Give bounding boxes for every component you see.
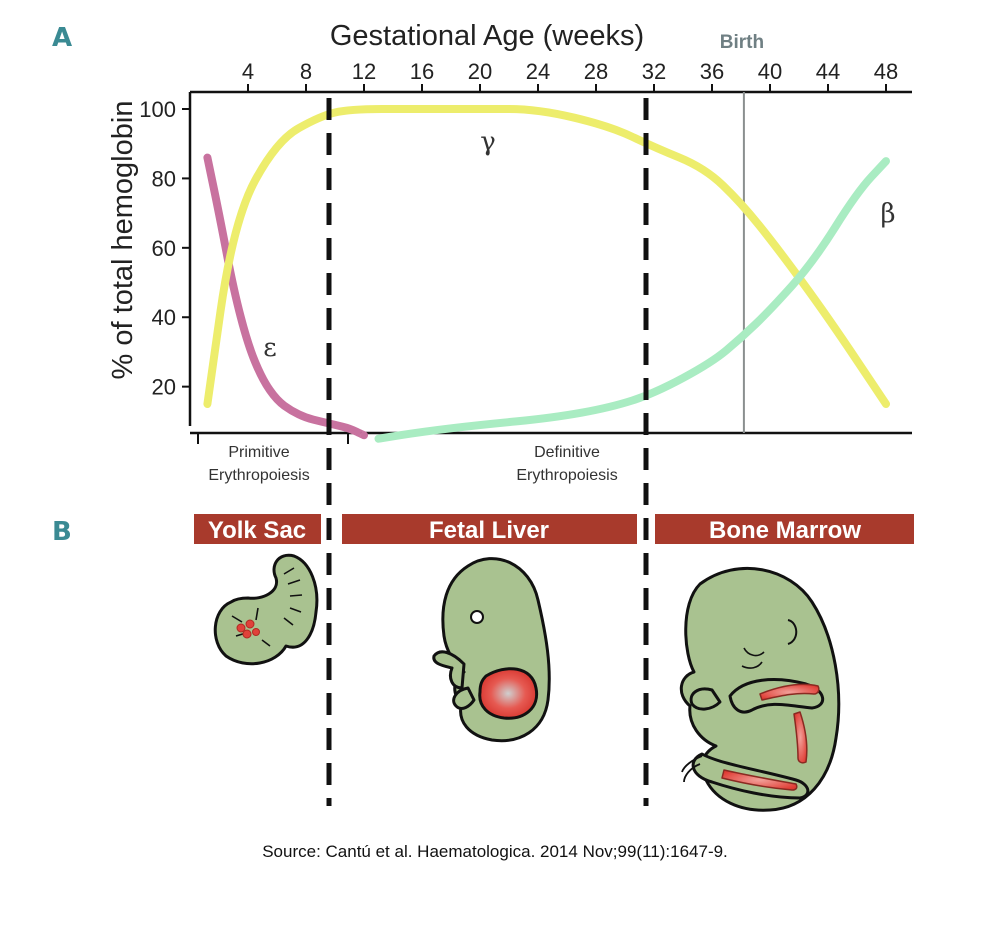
y-axis-title: % of total hemoglobin: [107, 101, 139, 380]
panel-b-letter: B: [52, 517, 72, 547]
series-label-gamma: γ: [480, 127, 496, 157]
x-tick-label: 40: [758, 59, 782, 84]
y-tick-label: 100: [139, 97, 176, 122]
bone-marrow-embryo-illustration: [679, 567, 841, 812]
source-citation: Source: Cantú et al. Haematologica. 2014…: [262, 842, 728, 861]
y-tick-label: 60: [152, 236, 176, 261]
x-tick-label: 32: [642, 59, 666, 84]
site-label-yolk-sac: Yolk Sac: [208, 517, 306, 544]
x-tick-label: 28: [584, 59, 608, 84]
x-tick-label: 20: [468, 59, 492, 84]
site-banner-bone-marrow: Bone Marrow: [655, 514, 914, 544]
series-layer: [203, 104, 890, 443]
panel-a-letter: A: [52, 23, 72, 53]
yolk-sac-embryo-illustration: [213, 553, 319, 666]
site-banner-fetal-liver: Fetal Liver: [342, 514, 637, 544]
x-tick-label: 48: [874, 59, 898, 84]
birth-marker: Birth: [720, 32, 764, 433]
primitive-label-line1: Primitive: [228, 444, 289, 461]
x-tick-label: 16: [410, 59, 434, 84]
site-banner-yolk-sac: Yolk Sac: [194, 514, 321, 544]
x-tick-label: 44: [816, 59, 840, 84]
x-ticks: 4 8 12 16 20 24 28 32 36 40 44 48: [242, 59, 898, 92]
fetal-liver-embryo-illustration: [432, 557, 551, 743]
y-tick-label: 80: [152, 166, 176, 191]
definitive-bracket: Definitive Erythropoiesis: [347, 434, 618, 484]
series-label-epsilon: ε: [263, 333, 276, 363]
primitive-bracket: Primitive Erythropoiesis: [197, 434, 310, 484]
y-ticks: 20 40 60 80 100: [139, 97, 190, 400]
x-tick-label: 36: [700, 59, 724, 84]
y-tick-label: 20: [152, 375, 176, 400]
definitive-label-line2: Erythropoiesis: [516, 467, 617, 484]
x-tick-label: 4: [242, 59, 254, 84]
definitive-label-line1: Definitive: [534, 444, 600, 461]
x-tick-label: 8: [300, 59, 312, 84]
gamma-curve: [203, 104, 890, 408]
epsilon-curve: [203, 153, 369, 440]
beta-curve: [374, 157, 890, 443]
site-label-fetal-liver: Fetal Liver: [429, 517, 549, 544]
y-tick-label: 40: [152, 305, 176, 330]
site-label-bone-marrow: Bone Marrow: [709, 517, 861, 544]
birth-label: Birth: [720, 32, 764, 53]
x-tick-label: 12: [352, 59, 376, 84]
series-label-beta: β: [880, 199, 895, 229]
primitive-label-line2: Erythropoiesis: [208, 467, 309, 484]
x-tick-label: 24: [526, 59, 550, 84]
x-axis-title: Gestational Age (weeks): [330, 20, 644, 52]
